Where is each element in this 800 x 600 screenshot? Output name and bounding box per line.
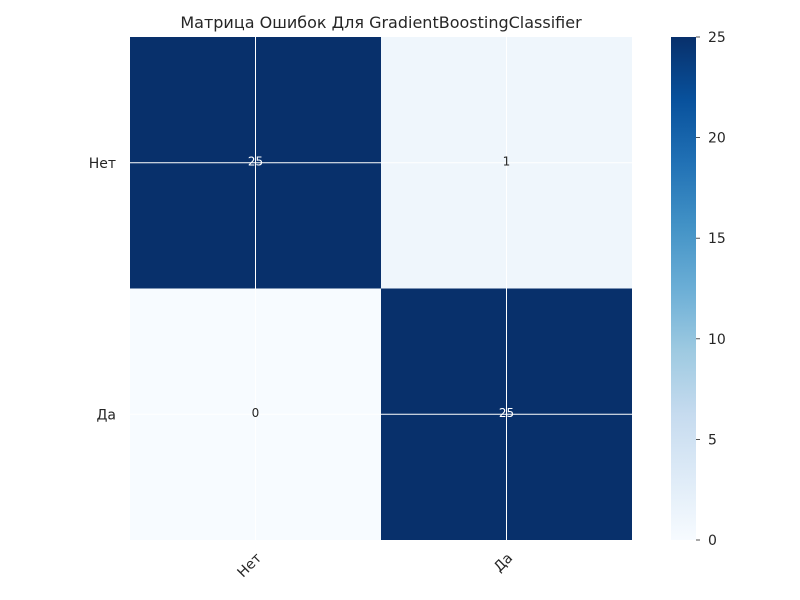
colorbar-ticks: 0 5 10 15 20 25 [696, 30, 726, 549]
colorbar [671, 37, 696, 540]
y-axis-ticks: Нет Да [89, 156, 116, 424]
chart-title: Матрица Ошибок Для GradientBoostingClass… [180, 13, 582, 32]
cell-value-labels: 25 1 0 25 [248, 154, 514, 420]
cell-value-label-0-0: 25 [248, 154, 263, 168]
y-tick-label: Нет [89, 156, 116, 172]
cell-value-label-1-0: 0 [252, 406, 260, 420]
x-tick-label: Да [491, 550, 516, 575]
y-tick-label: Да [96, 407, 116, 423]
x-tick-label: Нет [234, 550, 265, 581]
colorbar-tick-label: 10 [708, 332, 726, 348]
grid-lines [130, 37, 632, 540]
x-axis-ticks: Нет Да [234, 550, 516, 581]
heatmap-cells [130, 37, 632, 540]
colorbar-tick-label: 15 [708, 231, 726, 247]
cell-value-label-1-1: 25 [499, 406, 514, 420]
colorbar-gradient [671, 37, 696, 540]
colorbar-tick-label: 25 [708, 30, 726, 46]
colorbar-tick-label: 20 [708, 131, 726, 147]
cell-value-label-0-1: 1 [503, 154, 511, 168]
colorbar-tick-label: 0 [708, 533, 717, 549]
colorbar-tick-label: 5 [708, 432, 717, 448]
